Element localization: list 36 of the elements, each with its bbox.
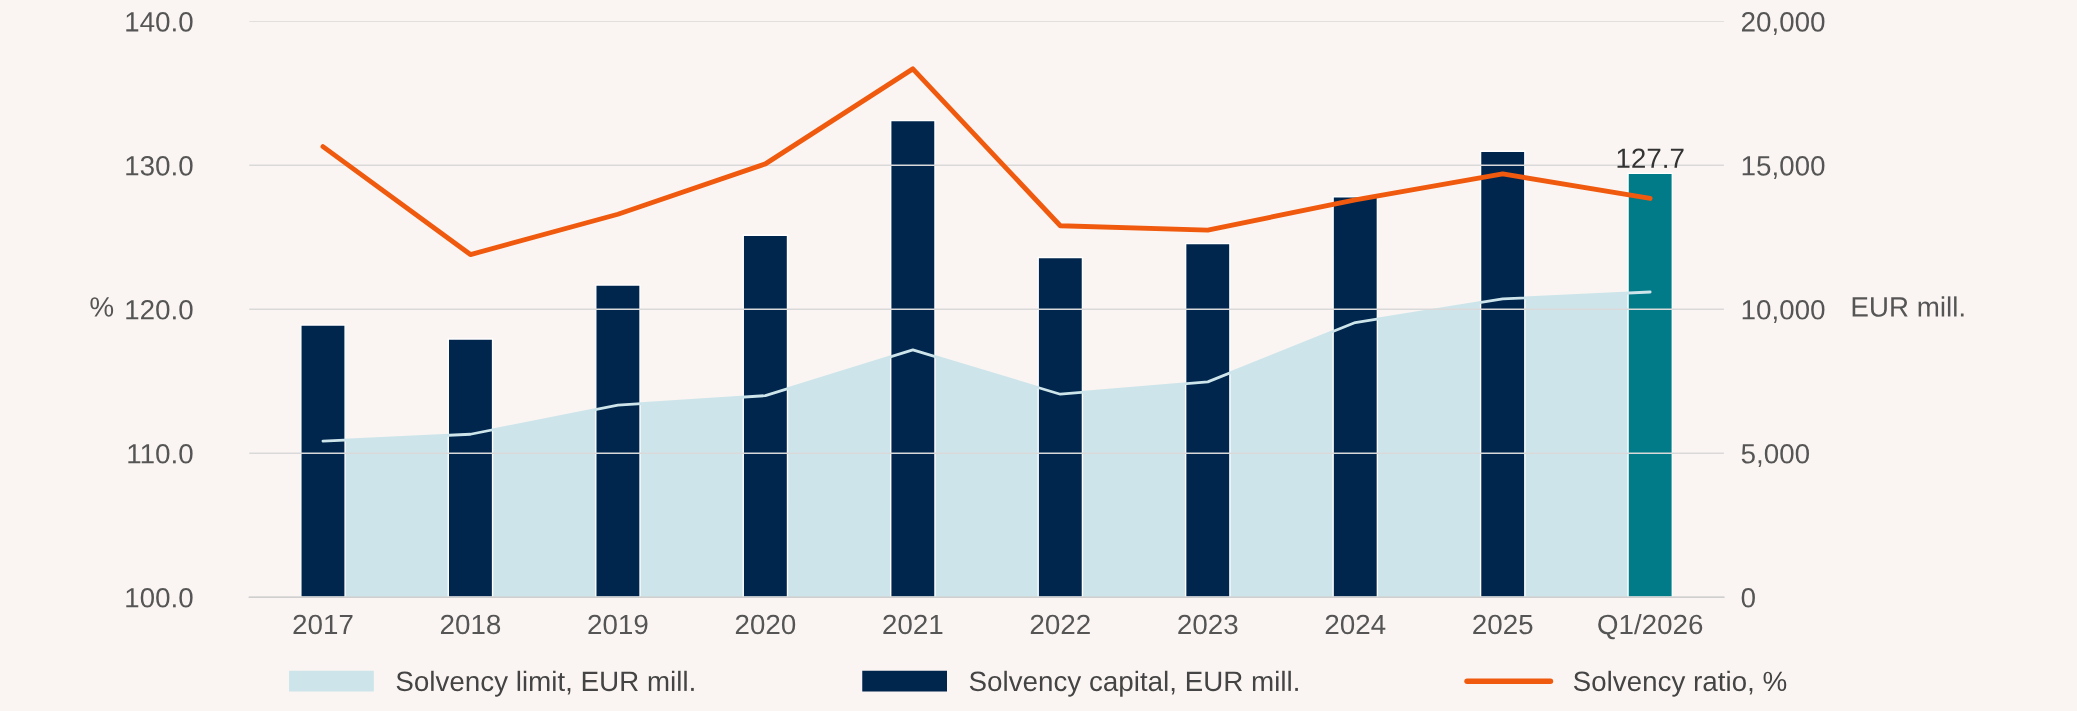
x-tick-label: 2019	[588, 614, 648, 635]
bar	[1627, 172, 1673, 598]
legend-label: Solvency limit, EUR mill.	[396, 670, 694, 697]
bar	[1184, 242, 1231, 598]
y-tick-label: 100.0	[126, 587, 193, 608]
bar	[742, 234, 789, 598]
bar	[447, 338, 494, 598]
y2-tick-label: 0	[1741, 587, 1755, 608]
x-tick-label: 2025	[1473, 614, 1533, 635]
y-tick-label: 140.0	[126, 12, 193, 32]
x-tick-label: Q1/2026	[1598, 613, 1703, 640]
bar	[300, 324, 346, 598]
y-axis-title: %	[90, 297, 114, 317]
y2-tick-label: 5,000	[1741, 443, 1809, 467]
bar	[1332, 195, 1379, 598]
y2-tick-label: 15,000	[1742, 155, 1825, 179]
x-tick-label: 2018	[440, 614, 501, 635]
x-tick-label: 2022	[1030, 614, 1090, 635]
x-tick-label: 2023	[1178, 614, 1238, 635]
y-tick-label: 110.0	[128, 443, 193, 464]
legend-label: Solvency ratio, %	[1573, 670, 1787, 697]
y-tick-label: 130.0	[126, 155, 193, 176]
legend-label: Solvency capital, EUR mill.	[969, 670, 1298, 697]
x-tick-label: 2024	[1325, 614, 1386, 635]
bar	[890, 119, 936, 598]
bar	[1479, 150, 1526, 598]
y2-tick-label: 20,000	[1741, 12, 1825, 35]
y2-axis-title: EUR mill.	[1852, 296, 1964, 317]
data-label: 127.7	[1617, 148, 1684, 168]
bar	[1037, 256, 1084, 598]
y-tick-label: 120.0	[126, 299, 193, 320]
x-tick-label: 2020	[735, 614, 796, 635]
x-tick-label: 2021	[883, 614, 943, 635]
y2-tick-label: 10,000	[1742, 299, 1825, 323]
bar	[595, 284, 641, 598]
x-tick-label: 2017	[293, 614, 353, 635]
